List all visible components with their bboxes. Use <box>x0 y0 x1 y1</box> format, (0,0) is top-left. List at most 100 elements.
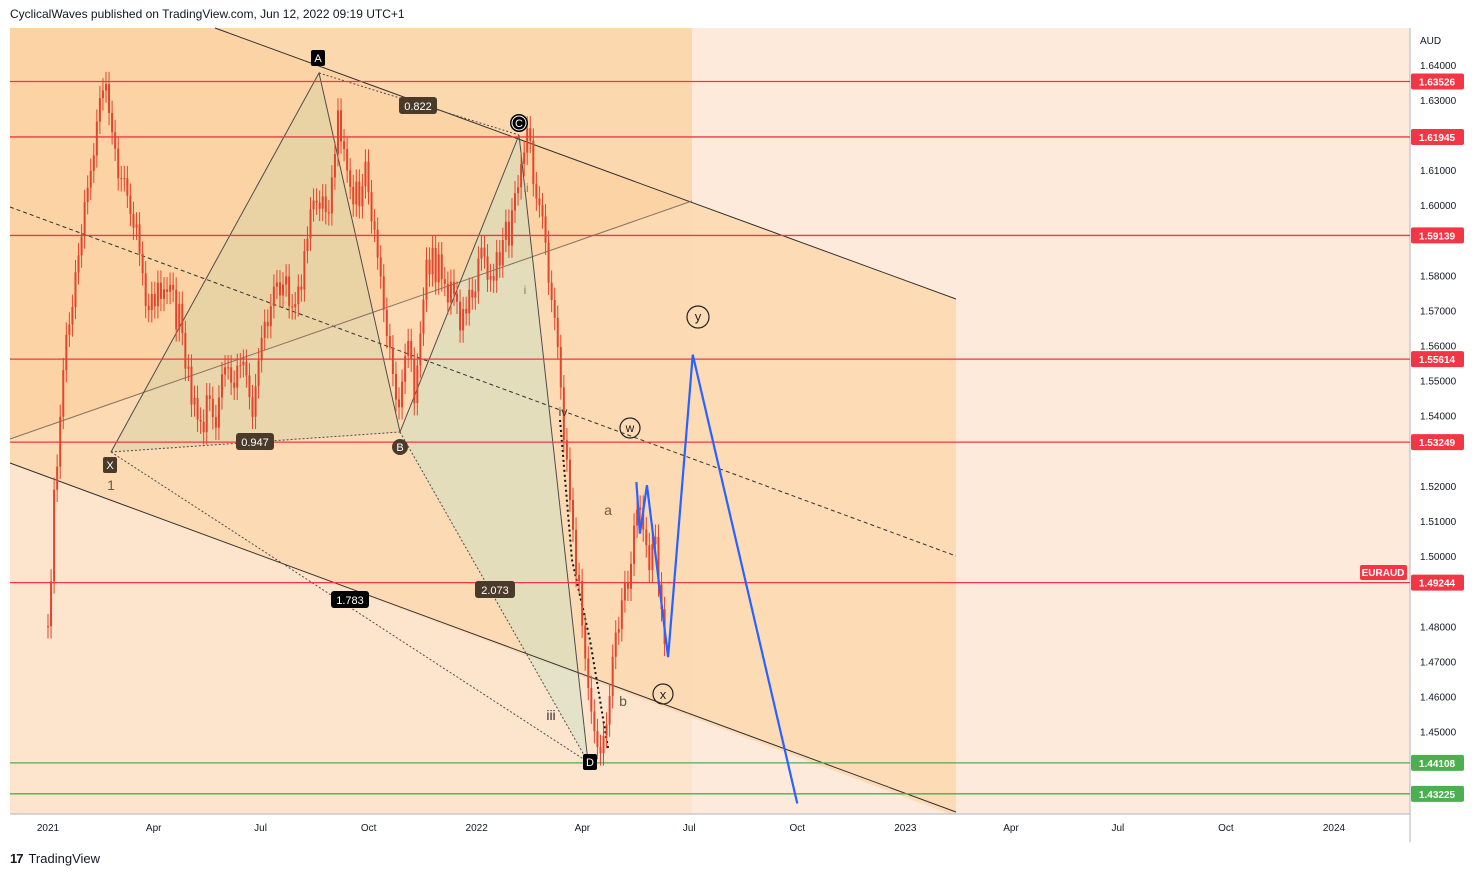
price-bar <box>132 213 135 228</box>
price-bar <box>532 140 535 185</box>
x-tick-4: 2022 <box>466 823 489 834</box>
y-axis-ticks: 1.64000 1.63000 1.61000 1.60000 1.58000 1.570… <box>1420 61 1457 739</box>
svg-text:1.49244: 1.49244 <box>1419 579 1456 590</box>
y-tick-13: 1.47000 <box>1420 657 1457 668</box>
tradingview-footer[interactable]: 17 TradingView <box>10 851 100 866</box>
y-tick-15: 1.45000 <box>1420 728 1457 739</box>
price-bar <box>355 181 358 205</box>
price-bar <box>608 696 611 725</box>
price-bar <box>480 247 483 259</box>
price-bar <box>526 128 529 153</box>
svg-text:C: C <box>515 118 523 130</box>
price-bar <box>620 600 623 630</box>
y-tick-1: 1.63000 <box>1420 96 1457 107</box>
price-bar <box>217 397 220 428</box>
price-bar <box>346 149 349 171</box>
y-tick-2: 1.61000 <box>1420 166 1457 177</box>
price-bar <box>318 202 321 209</box>
channel-bottom-line <box>9 462 957 813</box>
price-bar <box>114 132 117 149</box>
price-bar <box>639 507 642 510</box>
price-bar <box>425 259 428 300</box>
price-bar <box>498 252 501 266</box>
wave-label-iv: iv <box>559 405 568 419</box>
price-bar <box>523 152 526 165</box>
price-bar <box>150 293 153 311</box>
x-tick-1: Apr <box>146 823 162 834</box>
price-bar <box>101 90 104 99</box>
wave-label-w: w <box>619 417 641 439</box>
price-bar <box>483 247 486 257</box>
price-bar <box>556 317 559 347</box>
price-bar <box>410 340 413 360</box>
price-bar <box>578 575 581 582</box>
price-bar <box>184 332 187 369</box>
price-bar <box>278 282 281 296</box>
price-bar <box>550 282 553 300</box>
price-bar <box>492 276 495 281</box>
price-bar <box>462 309 465 331</box>
price-bar <box>541 205 544 217</box>
price-bar <box>443 279 446 284</box>
price-bar <box>572 499 575 530</box>
price-bar <box>166 289 169 292</box>
price-bar <box>251 397 254 417</box>
price-bar <box>89 170 92 188</box>
level-label-1: 1.61945 <box>1411 128 1464 145</box>
price-bar <box>187 366 190 369</box>
price-bar <box>248 375 251 398</box>
price-bar <box>623 583 626 601</box>
wedge-line <box>9 200 693 440</box>
price-bar <box>565 440 568 460</box>
svg-text:1.44108: 1.44108 <box>1419 759 1456 770</box>
price-bar <box>657 536 660 585</box>
price-bar <box>596 731 599 747</box>
price-bar <box>50 581 53 627</box>
y-tick-0: 1.64000 <box>1420 61 1457 72</box>
level-label-7: 1.43225 <box>1411 785 1464 802</box>
price-bar <box>602 735 605 754</box>
price-bar <box>385 309 388 337</box>
y-tick-3: 1.60000 <box>1420 201 1457 212</box>
price-bar <box>614 632 617 657</box>
svg-text:y: y <box>695 309 702 324</box>
x-tick-3: Oct <box>361 823 377 834</box>
wave-label-1: 1 <box>107 477 115 493</box>
wave-label-b: b <box>619 693 627 709</box>
point-c-marker: C <box>510 114 528 132</box>
price-bar <box>62 370 65 417</box>
channel-top-line <box>214 27 957 300</box>
price-bar <box>352 186 355 205</box>
svg-text:0.822: 0.822 <box>404 101 432 113</box>
x-tick-11: Oct <box>1218 823 1234 834</box>
price-series <box>47 71 666 766</box>
svg-text:1.61945: 1.61945 <box>1419 133 1456 144</box>
price-bar <box>547 242 550 283</box>
price-bar <box>398 399 401 408</box>
x-axis-ticks: 2021 Apr Jul Oct 2022 Apr Jul Oct 2023 Apr Jul Oct 2… <box>37 823 1346 834</box>
svg-text:0.947: 0.947 <box>241 437 269 449</box>
price-bar <box>86 187 89 203</box>
x-tick-8: 2023 <box>894 823 917 834</box>
publish-info: CyclicalWaves published on TradingView.c… <box>10 7 405 21</box>
price-bar <box>645 529 648 546</box>
price-bar <box>440 254 443 280</box>
ratio-badge-0947: 0.947 <box>236 433 274 450</box>
price-bar <box>599 746 602 754</box>
price-bar <box>449 281 452 303</box>
y-axis-price-labels: 1.63526 1.61945 1.59139 1.55614 1.53249 1.492… <box>1411 73 1464 802</box>
current-price-badge: EURAUD <box>1360 565 1407 580</box>
svg-text:A: A <box>314 53 322 65</box>
price-bar <box>504 221 507 240</box>
price-bar <box>382 276 385 310</box>
price-bar <box>138 224 141 254</box>
svg-text:1.55614: 1.55614 <box>1419 355 1456 366</box>
price-bar <box>74 272 77 307</box>
price-bar <box>629 563 632 589</box>
price-bar <box>126 178 129 196</box>
price-bar <box>413 359 416 404</box>
price-bar <box>275 282 278 287</box>
price-bar <box>83 202 86 237</box>
price-bar <box>65 334 68 371</box>
